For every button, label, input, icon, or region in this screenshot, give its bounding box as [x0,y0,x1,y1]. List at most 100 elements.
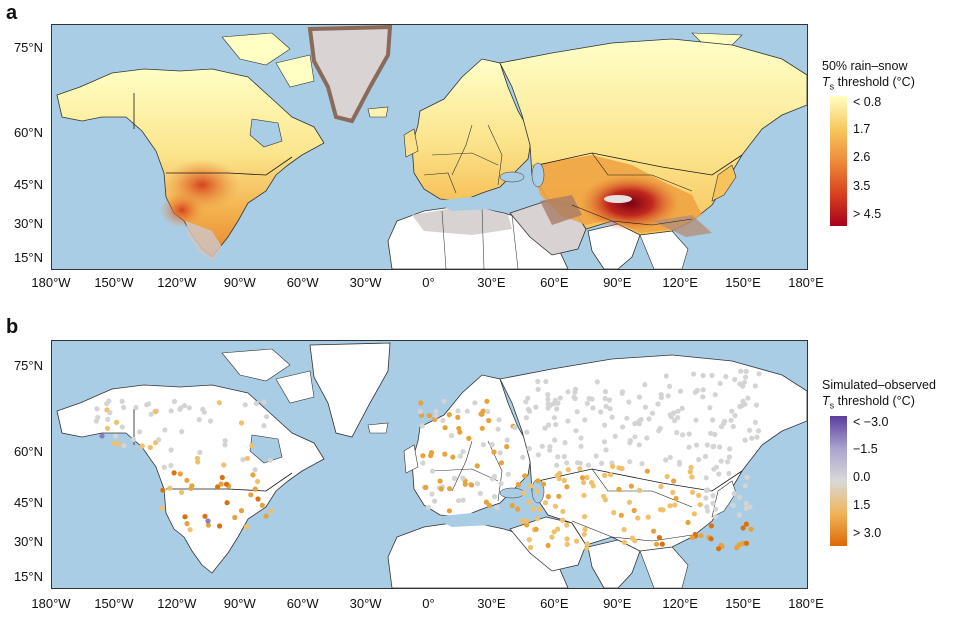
station-point [520,454,526,460]
station-point [437,478,443,484]
station-point [177,406,183,412]
station-point [545,542,551,549]
station-point [494,504,500,511]
lon-label: 90°E [603,596,632,611]
station-point [527,544,534,551]
station-point [658,392,664,398]
station-point [742,437,748,443]
lon-label: 30°E [477,275,506,290]
colorbar-label: > 3.0 [853,526,882,540]
station-point [121,404,127,411]
station-point [440,417,446,423]
station-point [489,442,495,448]
station-point [667,503,673,509]
lon-label: 60°E [540,596,569,611]
station-point [545,405,551,411]
station-point [702,453,709,460]
station-point [707,405,713,411]
station-point [253,400,260,407]
lat-label: 60°N [13,444,43,459]
station-point [743,500,749,507]
lon-label: 180°W [31,596,71,611]
colorbar-label: 0.0 [853,470,871,484]
station-point [535,378,541,385]
station-point [534,516,540,522]
station-point [673,495,679,502]
station-point [495,426,501,432]
station-point [708,523,715,529]
station-point [533,404,539,410]
station-point [542,500,549,506]
station-point [710,444,716,450]
station-point [582,526,588,532]
station-point [119,424,125,430]
station-point [564,541,570,547]
station-point [535,452,541,458]
station-point [718,424,725,430]
station-point [565,467,571,473]
station-point [618,512,624,518]
station-point [581,531,587,537]
colorbar-label: 2.6 [853,150,871,164]
station-point [688,464,694,471]
station-point [205,522,211,528]
lon-label: 60°W [286,275,319,290]
station-point [171,470,177,476]
station-point [602,497,609,503]
lon-label: 120°W [157,596,197,611]
station-point [243,524,250,530]
station-point [621,527,627,533]
station-point [686,444,692,450]
station-point [753,402,760,408]
station-point [564,536,570,542]
station-point [252,486,258,492]
station-point [632,434,638,440]
station-point [238,420,245,426]
station-points [93,368,762,552]
station-point [509,502,515,509]
station-point [121,443,127,449]
station-point [160,487,166,493]
station-point [689,489,696,495]
station-point [584,541,590,547]
station-point [582,514,588,520]
station-point [505,471,511,477]
station-point [179,429,185,435]
station-point [729,408,735,414]
station-point [612,433,618,439]
station-point [484,398,490,404]
station-point [197,449,203,455]
station-point [179,489,185,495]
lat-label: 15°N [13,569,43,584]
station-point [168,408,174,414]
station-point [446,508,452,514]
station-point [526,408,533,414]
station-point [561,477,567,484]
station-point [698,533,704,539]
station-point [602,395,608,402]
station-point [497,450,503,456]
station-point [208,418,214,424]
station-point [248,492,254,498]
station-point [466,435,472,441]
station-point [104,425,111,431]
station-point [696,492,702,498]
station-point [420,460,426,466]
station-point [577,466,583,472]
station-point [468,482,475,488]
station-point [749,435,755,441]
lon-label: 150°E [725,275,761,290]
lon-label: 180°W [31,275,71,290]
station-point [594,379,600,385]
station-point [732,413,738,419]
station-point [718,458,724,464]
station-point [223,481,230,487]
lon-label: 90°W [223,596,256,611]
station-point [560,508,566,514]
panel-b-letter: b [6,316,19,338]
station-point [627,438,633,444]
station-point [244,455,251,461]
station-point [525,395,531,401]
station-point [426,413,432,419]
station-point [496,417,502,423]
